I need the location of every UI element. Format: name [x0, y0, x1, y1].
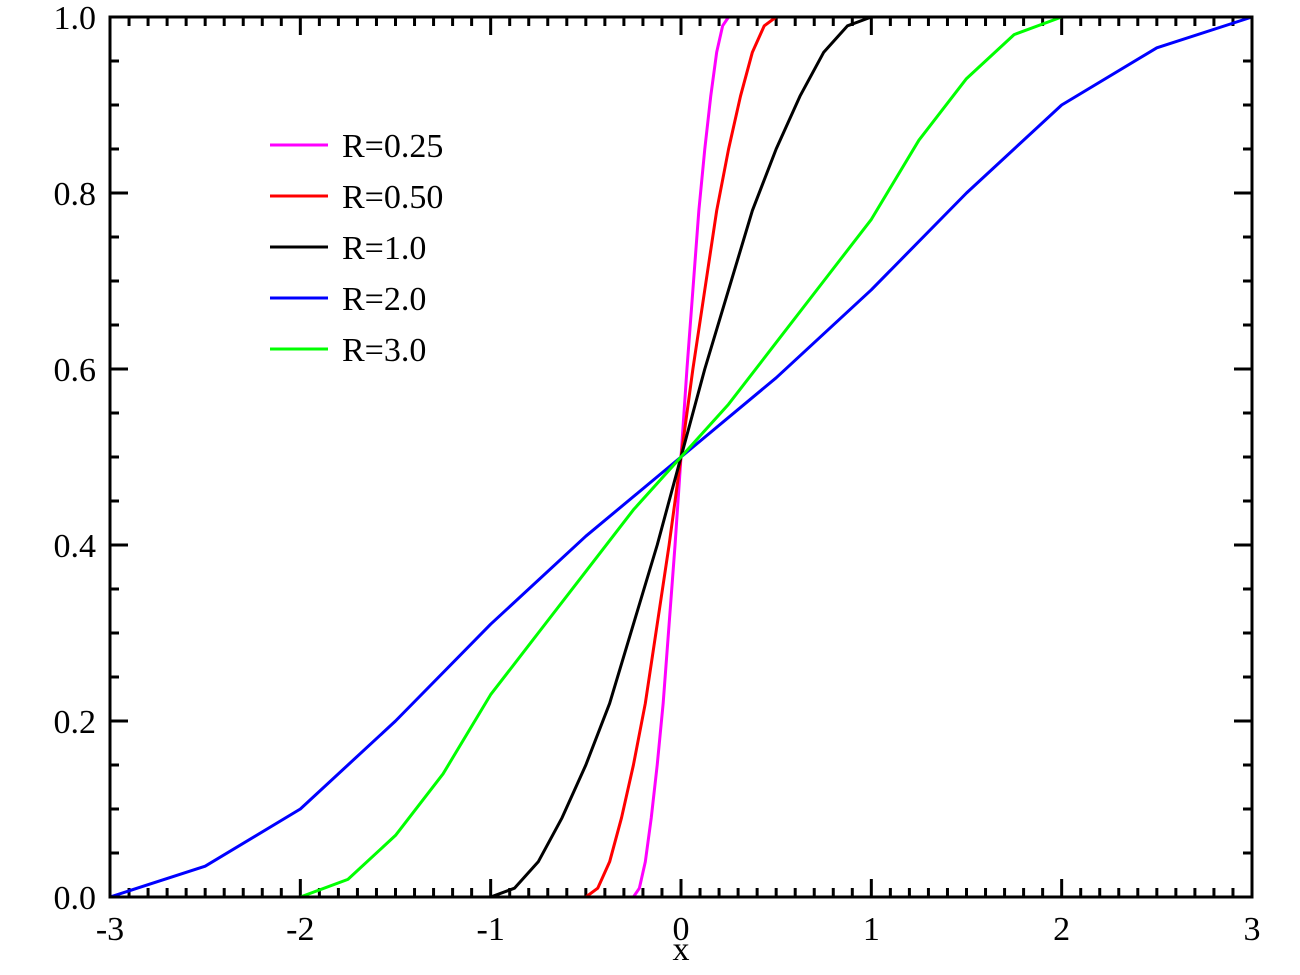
x-tick-label: 2 — [1053, 911, 1070, 948]
y-tick-label: 0.0 — [54, 880, 97, 917]
x-tick-label: -1 — [477, 911, 505, 948]
y-tick-label: 0.8 — [54, 176, 97, 213]
x-tick-label: 1 — [863, 911, 880, 948]
x-tick-label: -2 — [286, 911, 314, 948]
y-tick-label: 0.6 — [54, 352, 97, 389]
legend-label: R=2.0 — [342, 281, 426, 318]
y-tick-label: 0.4 — [54, 528, 97, 565]
y-tick-label: 1.0 — [54, 0, 97, 37]
legend-label: R=0.25 — [342, 128, 443, 165]
x-axis-label: x — [673, 931, 690, 968]
legend-label: R=3.0 — [342, 332, 426, 369]
x-tick-label: -3 — [96, 911, 124, 948]
x-tick-label: 0 — [673, 911, 690, 948]
legend-label: R=1.0 — [342, 230, 426, 267]
x-tick-label: 3 — [1244, 911, 1261, 948]
plot-frame — [108, 15, 1254, 899]
y-tick-label: 0.2 — [54, 704, 97, 741]
legend-label: R=0.50 — [342, 179, 443, 216]
series-line — [110, 15, 1252, 899]
